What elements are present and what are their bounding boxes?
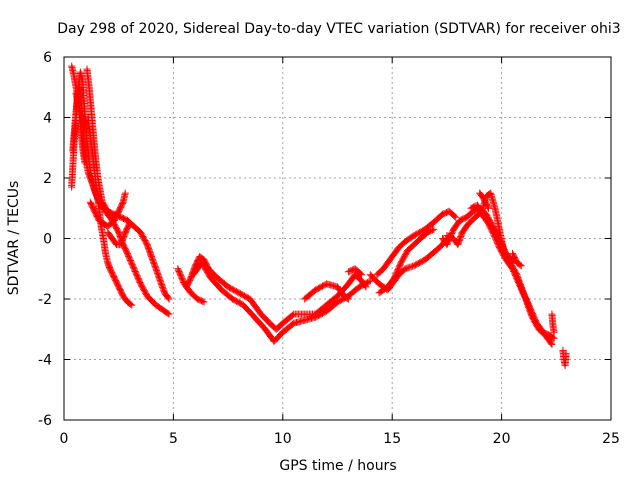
data-point: [550, 334, 558, 342]
data-point: [344, 295, 352, 303]
data-point: [517, 262, 525, 270]
data-point: [451, 212, 459, 220]
data-point: [516, 261, 524, 269]
x-tick-label: 0: [60, 431, 69, 447]
y-tick-label: -6: [38, 413, 52, 429]
data-point: [401, 265, 409, 273]
data-point: [165, 295, 173, 303]
y-tick-label: -2: [38, 292, 52, 308]
data-point: [357, 270, 364, 278]
axis-ticks: [63, 56, 612, 421]
data-point: [164, 294, 172, 302]
data-points: [68, 62, 570, 370]
x-tick-label: 15: [383, 431, 401, 447]
y-tick-label: 2: [43, 171, 52, 187]
data-point: [562, 349, 570, 357]
x-tick-labels: 0 5 10 15 20 25: [60, 431, 620, 447]
data-point: [358, 271, 366, 279]
data-point: [547, 339, 555, 347]
data-point: [429, 226, 436, 234]
x-tick-label: 25: [602, 431, 620, 447]
data-point: [548, 340, 556, 348]
data-point: [343, 294, 351, 302]
y-tick-label: 0: [43, 232, 52, 248]
data-point: [125, 221, 133, 229]
data-point: [485, 204, 492, 212]
data-point: [81, 159, 89, 167]
y-tick-label: -4: [38, 353, 52, 369]
data-point: [121, 189, 129, 197]
data-point: [127, 300, 135, 308]
data-point: [199, 297, 207, 305]
x-tick-label: 5: [169, 431, 178, 447]
y-tick-labels: -6 -4 -2 0 2 4 6: [38, 50, 52, 429]
data-point: [484, 203, 492, 211]
data-point: [165, 310, 173, 318]
x-tick-label: 10: [274, 431, 292, 447]
y-tick-label: 4: [43, 111, 52, 127]
data-point: [430, 225, 438, 233]
data-point: [550, 328, 558, 336]
data-point: [126, 219, 134, 227]
data-point: [452, 213, 460, 221]
data-point: [128, 301, 136, 309]
data-point: [365, 278, 373, 286]
x-axis-label: GPS time / hours: [279, 458, 396, 474]
y-axis-label: SDTVAR / TECUs: [6, 181, 22, 296]
data-point: [549, 334, 557, 342]
y-tick-label: 6: [43, 50, 52, 66]
data-point: [164, 309, 172, 317]
chart-title: Day 298 of 2020, Sidereal Day-to-day VTE…: [57, 21, 620, 37]
data-point: [200, 298, 208, 306]
x-tick-label: 20: [493, 431, 511, 447]
